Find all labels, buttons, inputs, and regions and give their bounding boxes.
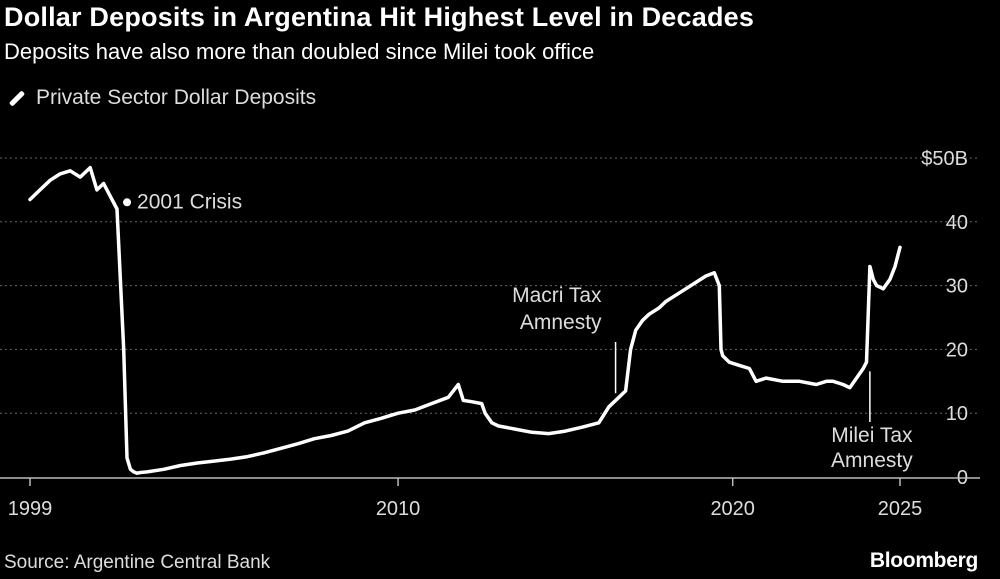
y-tick-label: 10 xyxy=(946,403,968,425)
annotation-macri-tax-amnesty: Amnesty xyxy=(520,311,602,334)
x-tick-label: 2025 xyxy=(878,498,923,520)
annotation-macri-tax-amnesty: Macri Tax xyxy=(512,284,602,307)
source-note: Source: Argentine Central Bank xyxy=(4,552,271,573)
series-lines xyxy=(28,165,902,475)
x-tick-label: 2020 xyxy=(710,498,755,520)
series-line-0 xyxy=(28,165,902,475)
chart-title: Dollar Deposits in Argentina Hit Highest… xyxy=(4,2,755,32)
y-tick-label: 30 xyxy=(946,276,968,298)
annotation-milei-tax-amnesty: Amnesty xyxy=(831,449,913,472)
x-tick-label: 1999 xyxy=(8,498,53,520)
annotation-milei-tax-amnesty: Milei Tax xyxy=(831,424,913,447)
x-axis: 1999 2010 2020 2025 xyxy=(0,477,980,520)
legend-label: Private Sector Dollar Deposits xyxy=(36,86,317,109)
chart-subtitle: Deposits have also more than doubled sin… xyxy=(4,39,595,64)
bloomberg-logo: Bloomberg xyxy=(869,549,978,572)
y-tick-label: 40 xyxy=(946,212,968,234)
gridlines xyxy=(0,157,980,414)
annotation-2001-crisis: 2001 Crisis xyxy=(137,190,242,213)
x-tick-label: 2010 xyxy=(376,498,421,520)
annotation-marker xyxy=(123,198,132,207)
legend: Private Sector Dollar Deposits xyxy=(6,86,316,110)
y-tick-label: 20 xyxy=(946,339,968,361)
y-tick-label: $50B xyxy=(921,148,968,170)
